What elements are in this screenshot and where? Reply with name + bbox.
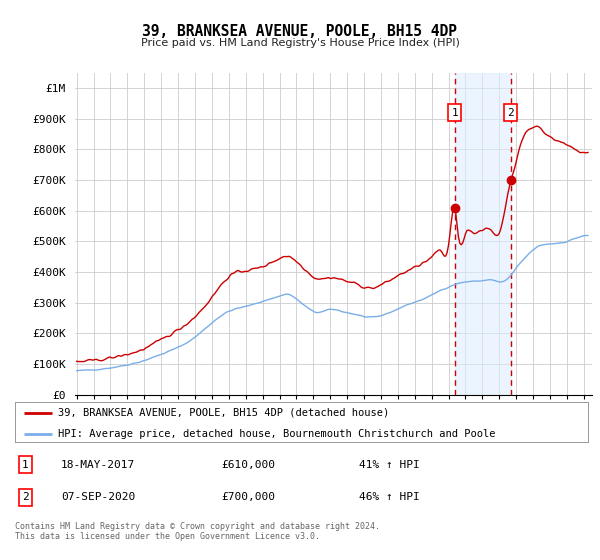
Text: £700,000: £700,000 [221,492,275,502]
Text: Contains HM Land Registry data © Crown copyright and database right 2024.
This d: Contains HM Land Registry data © Crown c… [15,522,380,542]
Text: £610,000: £610,000 [221,460,275,470]
Bar [455,73,511,395]
Text: 2: 2 [508,108,514,118]
Text: 2: 2 [22,492,29,502]
Text: Price paid vs. HM Land Registry's House Price Index (HPI): Price paid vs. HM Land Registry's House … [140,38,460,48]
Text: 41% ↑ HPI: 41% ↑ HPI [359,460,419,470]
Text: 1: 1 [451,108,458,118]
Text: 1: 1 [22,460,29,470]
Text: HPI: Average price, detached house, Bournemouth Christchurch and Poole: HPI: Average price, detached house, Bour… [58,428,496,438]
Text: 39, BRANKSEA AVENUE, POOLE, BH15 4DP: 39, BRANKSEA AVENUE, POOLE, BH15 4DP [143,24,458,39]
Text: 07-SEP-2020: 07-SEP-2020 [61,492,135,502]
Text: 39, BRANKSEA AVENUE, POOLE, BH15 4DP (detached house): 39, BRANKSEA AVENUE, POOLE, BH15 4DP (de… [58,408,389,418]
Text: 46% ↑ HPI: 46% ↑ HPI [359,492,419,502]
Text: 18-MAY-2017: 18-MAY-2017 [61,460,135,470]
